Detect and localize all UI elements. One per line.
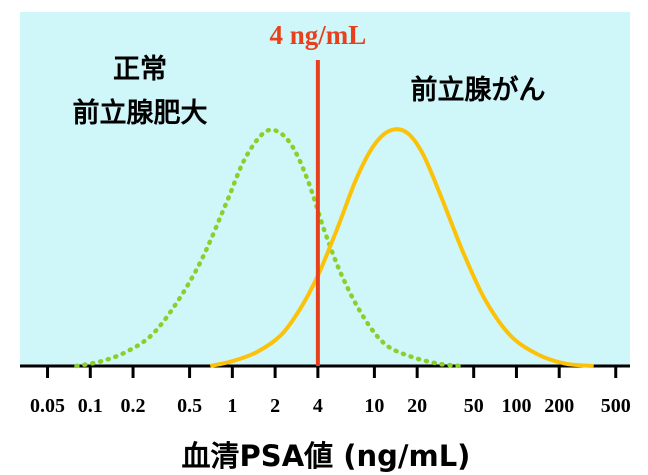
x-tick-label-10: 100 (501, 395, 531, 417)
x-tick-label-1: 0.1 (78, 395, 103, 417)
x-tick-label-5: 2 (270, 395, 280, 417)
x-tick-label-11: 200 (544, 395, 574, 417)
series-label-line-1: 前立腺肥大 (73, 97, 208, 129)
x-tick-label-8: 20 (407, 395, 427, 417)
x-tick-label-12: 500 (601, 395, 631, 417)
series-line-0 (74, 127, 463, 369)
x-axis-label: 血清PSA値 (ng/mL) (182, 439, 471, 473)
plot-area (20, 12, 630, 366)
threshold-label: 4 ng/mL (269, 20, 366, 50)
x-ticks: 0.05 0.1 0.2 0.5 1 2 4 10 20 50 100 200 500 (30, 366, 631, 417)
x-tick-label-0: 0.05 (30, 395, 65, 417)
series-label-line-0: 正常 (113, 54, 167, 85)
x-tick-label-3: 0.5 (177, 395, 202, 417)
series-label-normal-bph: 正常前立腺肥大 (73, 54, 208, 129)
series-layer (74, 127, 594, 369)
series-label-cancer: 前立腺がん (411, 74, 546, 106)
x-tick-label-7: 10 (364, 395, 384, 417)
x-tick-label-9: 50 (464, 395, 484, 417)
x-tick-label-4: 1 (227, 395, 237, 417)
x-tick-label-6: 4 (313, 395, 323, 417)
x-tick-label-2: 0.2 (121, 395, 146, 417)
series-line-1 (209, 127, 594, 368)
